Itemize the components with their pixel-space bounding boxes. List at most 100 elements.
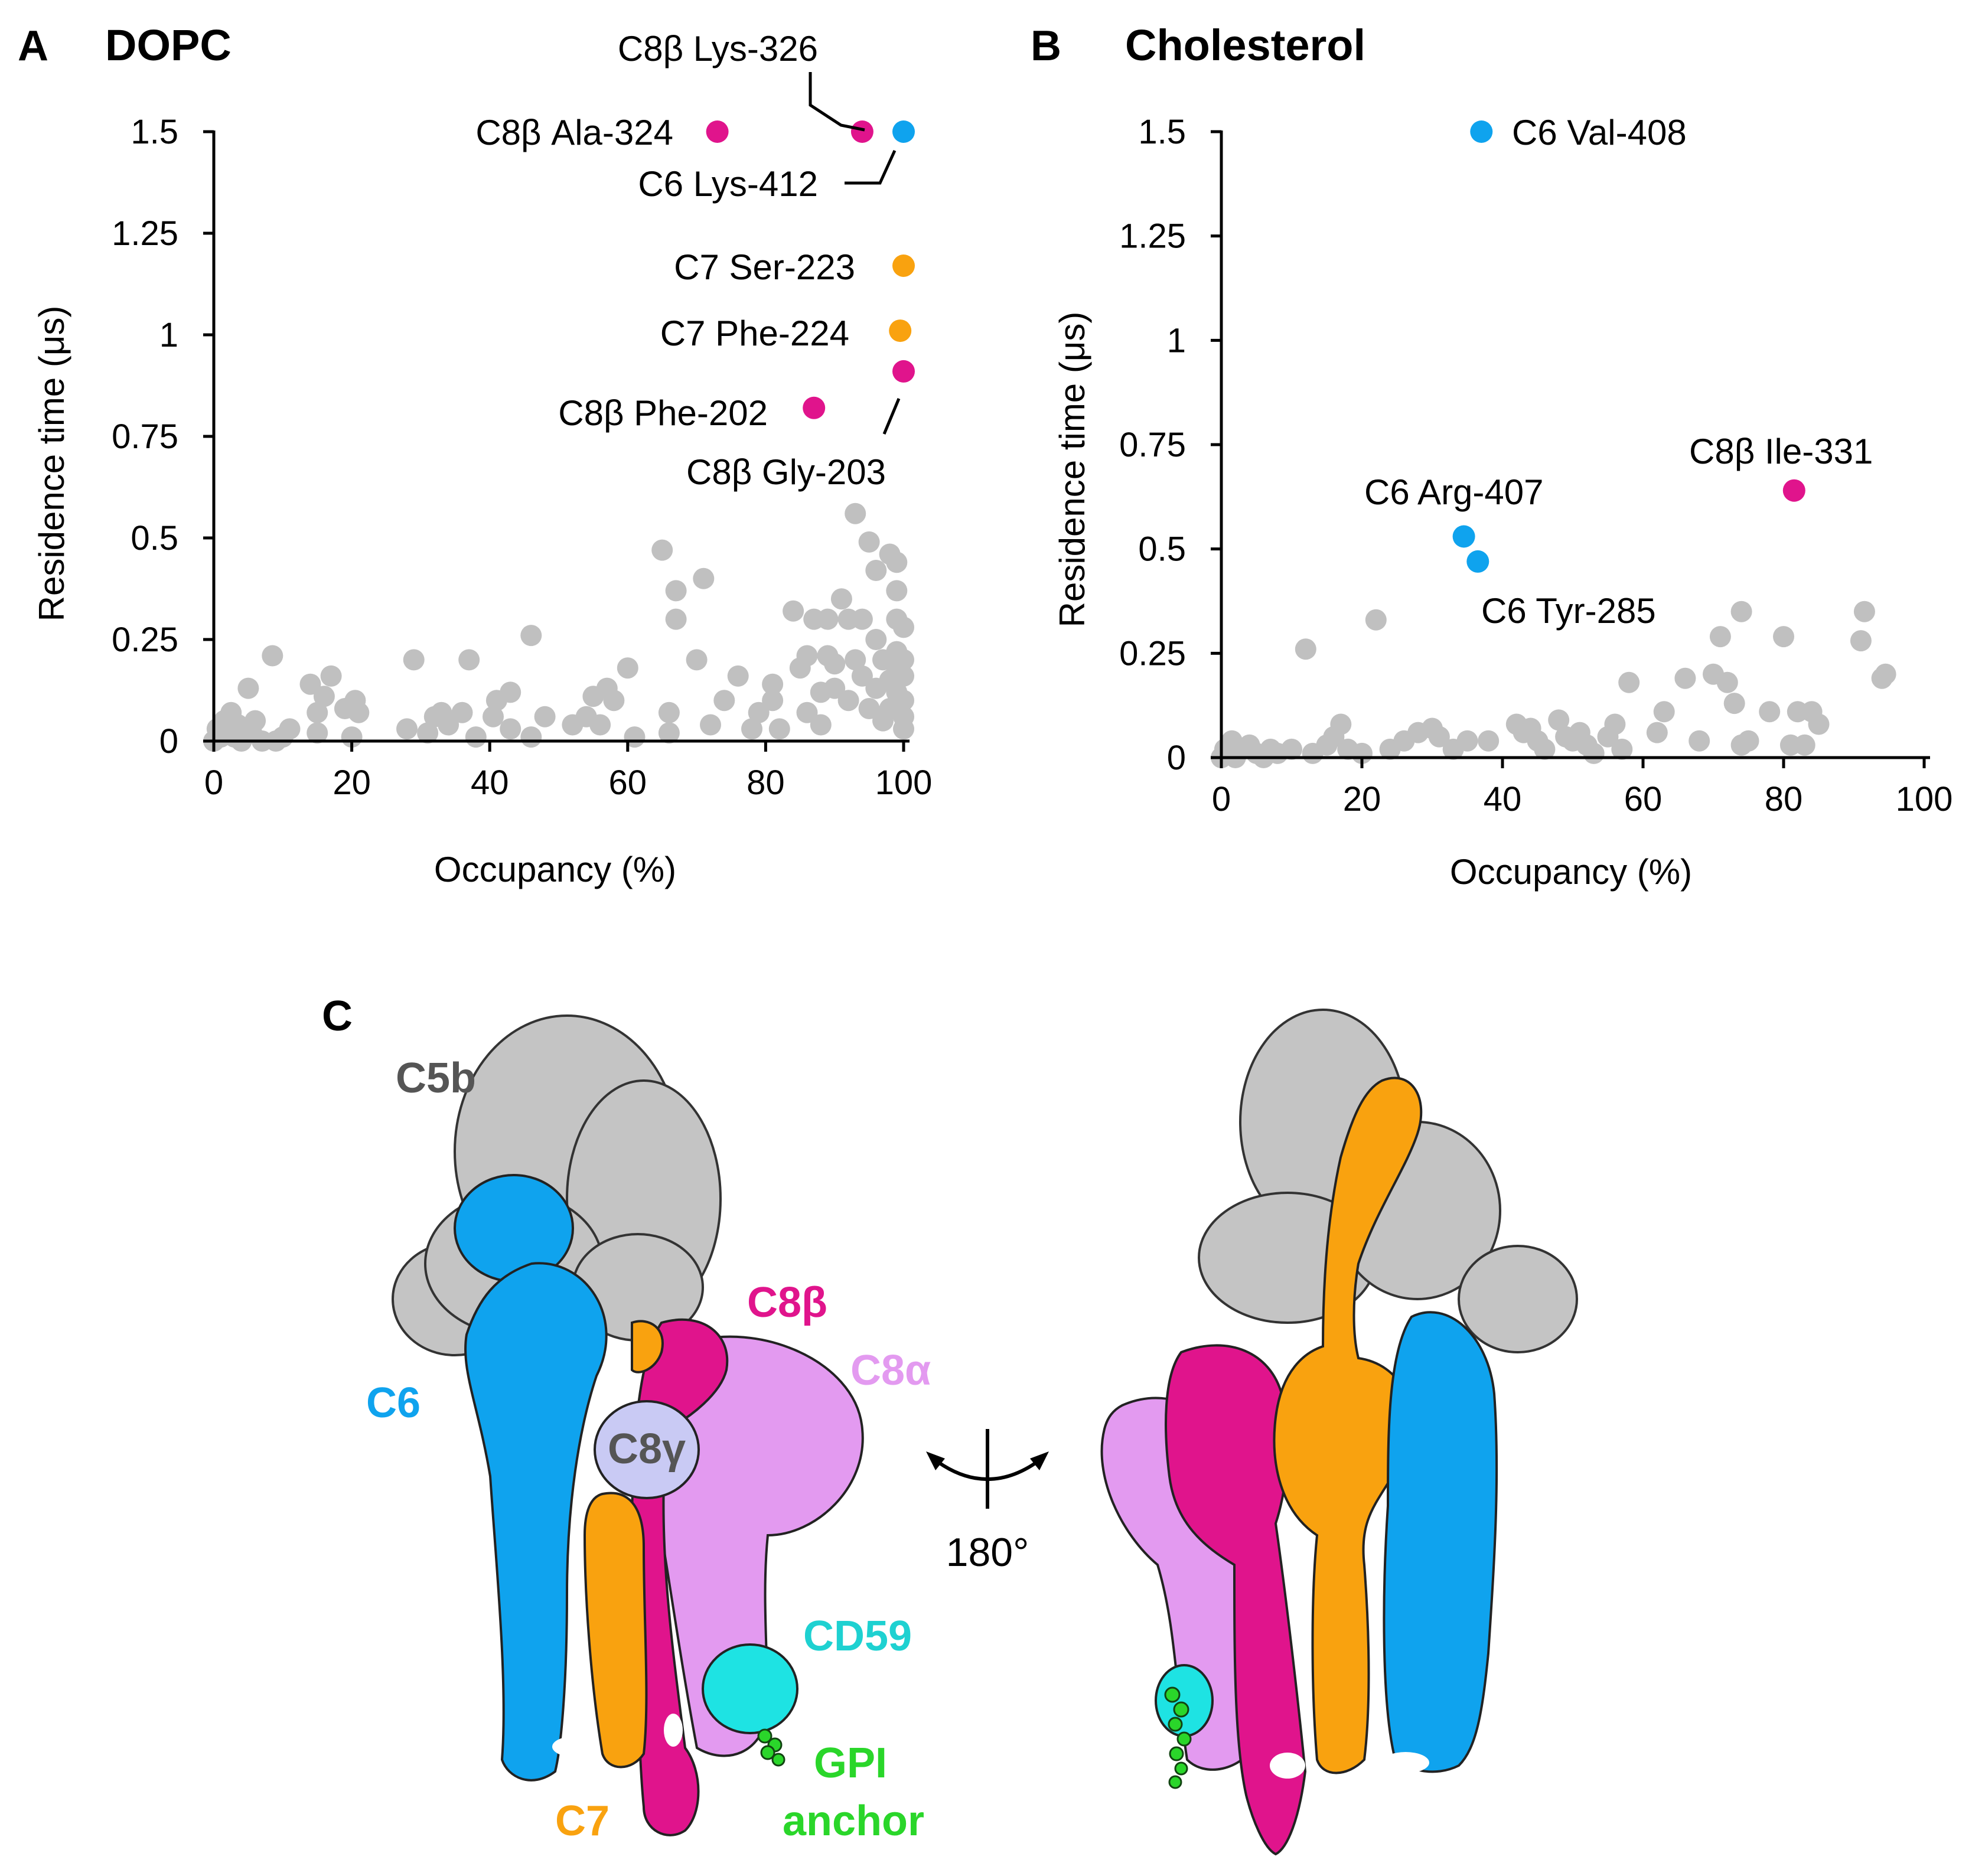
background-point: [1689, 730, 1710, 752]
y-tick-label: 0.25: [112, 621, 178, 659]
background-point: [313, 686, 335, 707]
label-c6-val408: C6 Val-408: [1512, 113, 1687, 152]
background-point: [617, 657, 638, 679]
background-point: [307, 722, 328, 744]
membrane-cavities: [552, 1714, 683, 1757]
y-tick-label: 0: [1167, 739, 1186, 777]
y-tick-label: 1.25: [112, 214, 178, 253]
background-point: [1611, 738, 1633, 760]
panel-a-x-axis-label: Occupancy (%): [434, 850, 676, 889]
rotation-label: 180°: [946, 1530, 1029, 1575]
background-point: [651, 539, 673, 561]
background-point: [893, 718, 914, 740]
background-point: [762, 690, 784, 712]
x-tick-label: 60: [609, 764, 647, 802]
background-point: [520, 726, 542, 748]
background-point: [865, 560, 887, 581]
label-gpi: GPI: [814, 1740, 887, 1787]
structure-front-view: C5b C6 C8β C8α C8γ CD59 GPI anchor C7: [366, 1014, 931, 1845]
background-point: [824, 653, 846, 675]
background-point: [589, 714, 611, 736]
background-point: [700, 714, 721, 736]
background-point: [1759, 701, 1781, 723]
background-point: [500, 718, 521, 740]
label-anchor: anchor: [783, 1797, 924, 1845]
label-c7: C7: [555, 1797, 609, 1845]
background-point: [1773, 626, 1794, 648]
label-c7-ser223: C7 Ser-223: [674, 247, 855, 287]
c8g-subunit: [594, 1400, 700, 1499]
cd59-subunit: [702, 1643, 798, 1734]
background-point: [845, 503, 866, 524]
background-point: [1456, 730, 1478, 752]
background-point: [396, 718, 418, 740]
highlighted-point: [1782, 479, 1805, 502]
panel-a-y-axis-label: Residence time (μs): [32, 306, 71, 622]
label-c6: C6: [366, 1379, 421, 1427]
background-point: [1716, 671, 1738, 693]
background-point: [893, 665, 914, 687]
background-point: [1478, 730, 1500, 752]
background-point: [1330, 713, 1352, 735]
x-tick-label: 80: [747, 764, 785, 802]
panel-a-background-points: [203, 503, 914, 752]
background-point: [1653, 701, 1675, 723]
background-point: [658, 722, 680, 744]
y-tick-label: 0.75: [112, 417, 178, 456]
background-point: [403, 649, 425, 671]
background-point: [658, 702, 680, 723]
panel-b-title: Cholesterol: [1125, 21, 1365, 70]
x-tick-label: 100: [875, 764, 933, 802]
background-point: [893, 690, 914, 712]
background-point: [1281, 738, 1302, 760]
highlighted-point: [1470, 120, 1493, 143]
background-point: [1365, 609, 1387, 631]
background-point: [886, 552, 908, 573]
background-point: [1534, 738, 1556, 760]
background-point: [1875, 663, 1896, 685]
highlighted-point: [1466, 550, 1489, 573]
highlighted-point: [892, 120, 915, 143]
leader-line-lys326: [809, 72, 865, 132]
x-tick-label: 40: [1484, 780, 1522, 818]
y-tick-label: 0.25: [1119, 634, 1186, 673]
label-c6-arg407: C6 Arg-407: [1364, 472, 1544, 512]
highlighted-point: [706, 120, 729, 143]
panel-a-title: DOPC: [105, 21, 232, 70]
background-point: [837, 690, 859, 712]
label-c6-tyr285: C6 Tyr-285: [1481, 591, 1656, 631]
background-point: [858, 531, 880, 553]
background-point: [1583, 742, 1605, 764]
background-point: [307, 702, 328, 723]
cd59-subunit-back: [1155, 1664, 1214, 1737]
background-point: [1618, 671, 1640, 693]
background-point: [451, 702, 473, 723]
background-point: [810, 714, 832, 736]
background-point: [665, 608, 687, 630]
membrane-cavities-back: [1270, 1752, 1429, 1779]
background-point: [1794, 734, 1815, 756]
x-tick-label: 20: [333, 764, 371, 802]
background-point: [1723, 693, 1745, 714]
background-point: [893, 616, 914, 638]
background-point: [1646, 722, 1668, 743]
label-c8b-phe202: C8β Phe-202: [558, 393, 768, 433]
background-point: [483, 706, 504, 727]
label-c6-lys412: C6 Lys-412: [638, 164, 818, 204]
background-point: [741, 718, 762, 740]
panel-b-y-axis-label: Residence time (μs): [1052, 312, 1092, 628]
y-tick-label: 0.75: [1119, 426, 1186, 464]
background-point: [1730, 601, 1752, 622]
panel-a-letter: A: [18, 22, 48, 70]
background-point: [886, 580, 908, 602]
background-point: [783, 600, 804, 622]
label-c8b-ala324: C8β Ala-324: [475, 113, 673, 152]
background-point: [1853, 601, 1875, 622]
background-point: [713, 690, 735, 712]
background-point: [465, 726, 487, 748]
background-point: [1738, 730, 1759, 752]
label-c8b-lys326: C8β Lys-326: [618, 29, 818, 68]
c7-subunit: [583, 1320, 664, 1769]
background-point: [262, 645, 283, 667]
